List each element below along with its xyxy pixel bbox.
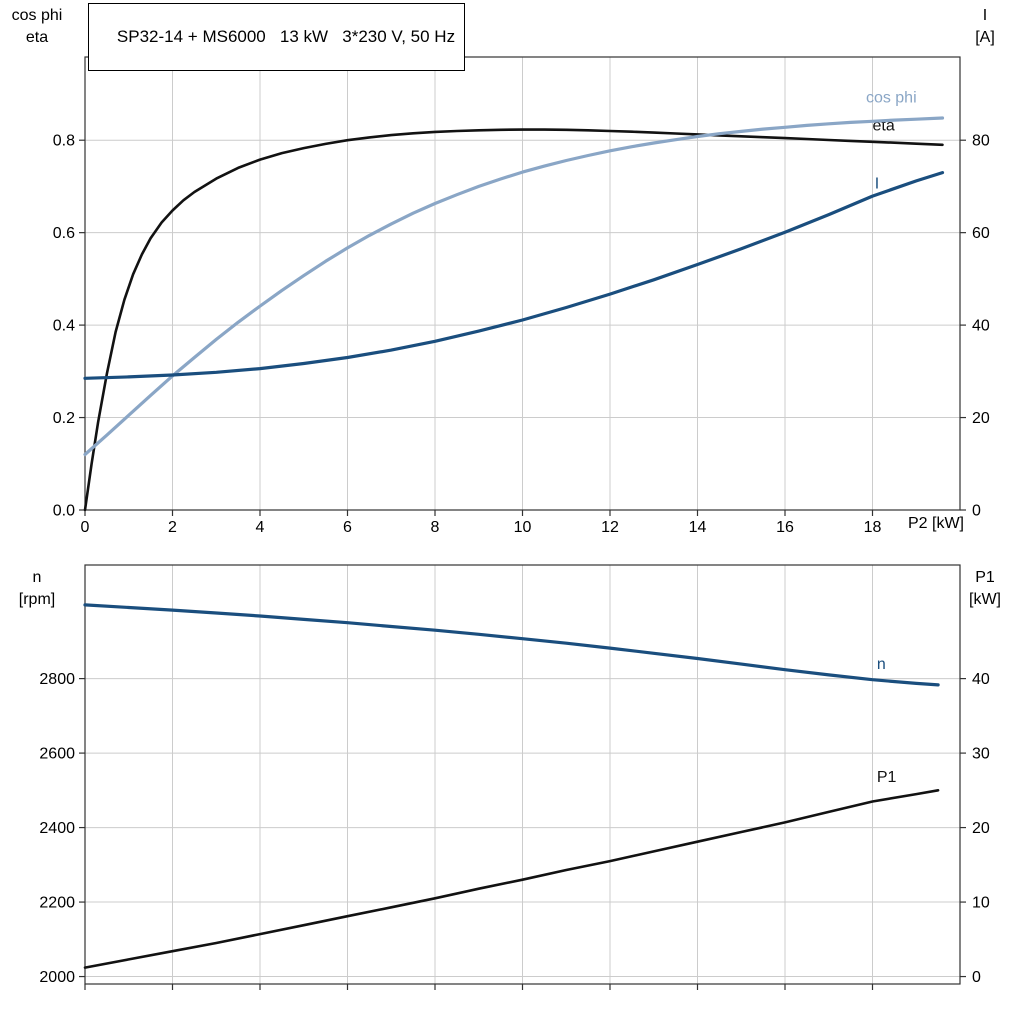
svg-text:2400: 2400 [39,820,75,837]
svg-text:2600: 2600 [39,746,75,763]
right-axis-title-line1: I [982,7,988,24]
svg-text:6: 6 [343,519,352,536]
svg-text:10: 10 [514,519,532,536]
svg-text:2800: 2800 [39,671,75,688]
svg-text:0.2: 0.2 [53,410,75,427]
chart-title-text: SP32-14 + MS6000 13 kW 3*230 V, 50 Hz [116,27,456,46]
svg-text:30: 30 [972,746,990,763]
svg-text:14: 14 [689,519,707,536]
top-chart-right-axis-title: I [A] [956,5,1014,49]
bottom-chart-right-axis-title: P1 [kW] [956,567,1014,611]
p1-axis-title-line1: P1 [975,569,995,586]
svg-text:2200: 2200 [39,895,75,912]
bottom-chart-left-axis-title: n [rpm] [4,567,70,611]
chart-title-box: SP32-14 + MS6000 13 kW 3*230 V, 50 Hz [88,3,466,71]
svg-text:I: I [875,176,879,193]
speed-axis-title-line2: [rpm] [18,591,56,608]
svg-text:0: 0 [972,969,981,986]
left-axis-title-line2: eta [25,29,49,46]
svg-text:10: 10 [972,895,990,912]
svg-text:P1: P1 [877,769,897,786]
speed-axis-title-line1: n [32,569,42,586]
left-axis-title-line1: cos phi [11,7,63,24]
svg-text:40: 40 [972,671,990,688]
svg-text:20: 20 [972,410,990,427]
svg-text:0: 0 [972,503,981,520]
svg-text:4: 4 [256,519,265,536]
p1-axis-title-line2: [kW] [969,591,1001,608]
svg-text:20: 20 [972,820,990,837]
svg-text:0.0: 0.0 [53,503,75,520]
svg-text:0.6: 0.6 [53,225,75,242]
svg-text:n: n [877,656,886,673]
x-axis-label: P2 [kW] [907,515,964,532]
svg-text:12: 12 [601,519,619,536]
svg-text:2000: 2000 [39,969,75,986]
svg-text:18: 18 [864,519,882,536]
svg-text:16: 16 [776,519,794,536]
svg-text:60: 60 [972,225,990,242]
top-chart-left-axis-title: cos phi eta [4,5,70,49]
svg-text:8: 8 [431,519,440,536]
svg-text:2: 2 [168,519,177,536]
svg-text:80: 80 [972,133,990,150]
svg-text:0: 0 [81,519,90,536]
svg-text:cos phi: cos phi [866,89,917,106]
right-axis-title-line2: [A] [975,29,995,46]
svg-text:0.8: 0.8 [53,133,75,150]
svg-text:40: 40 [972,318,990,335]
svg-text:0.4: 0.4 [53,318,75,335]
